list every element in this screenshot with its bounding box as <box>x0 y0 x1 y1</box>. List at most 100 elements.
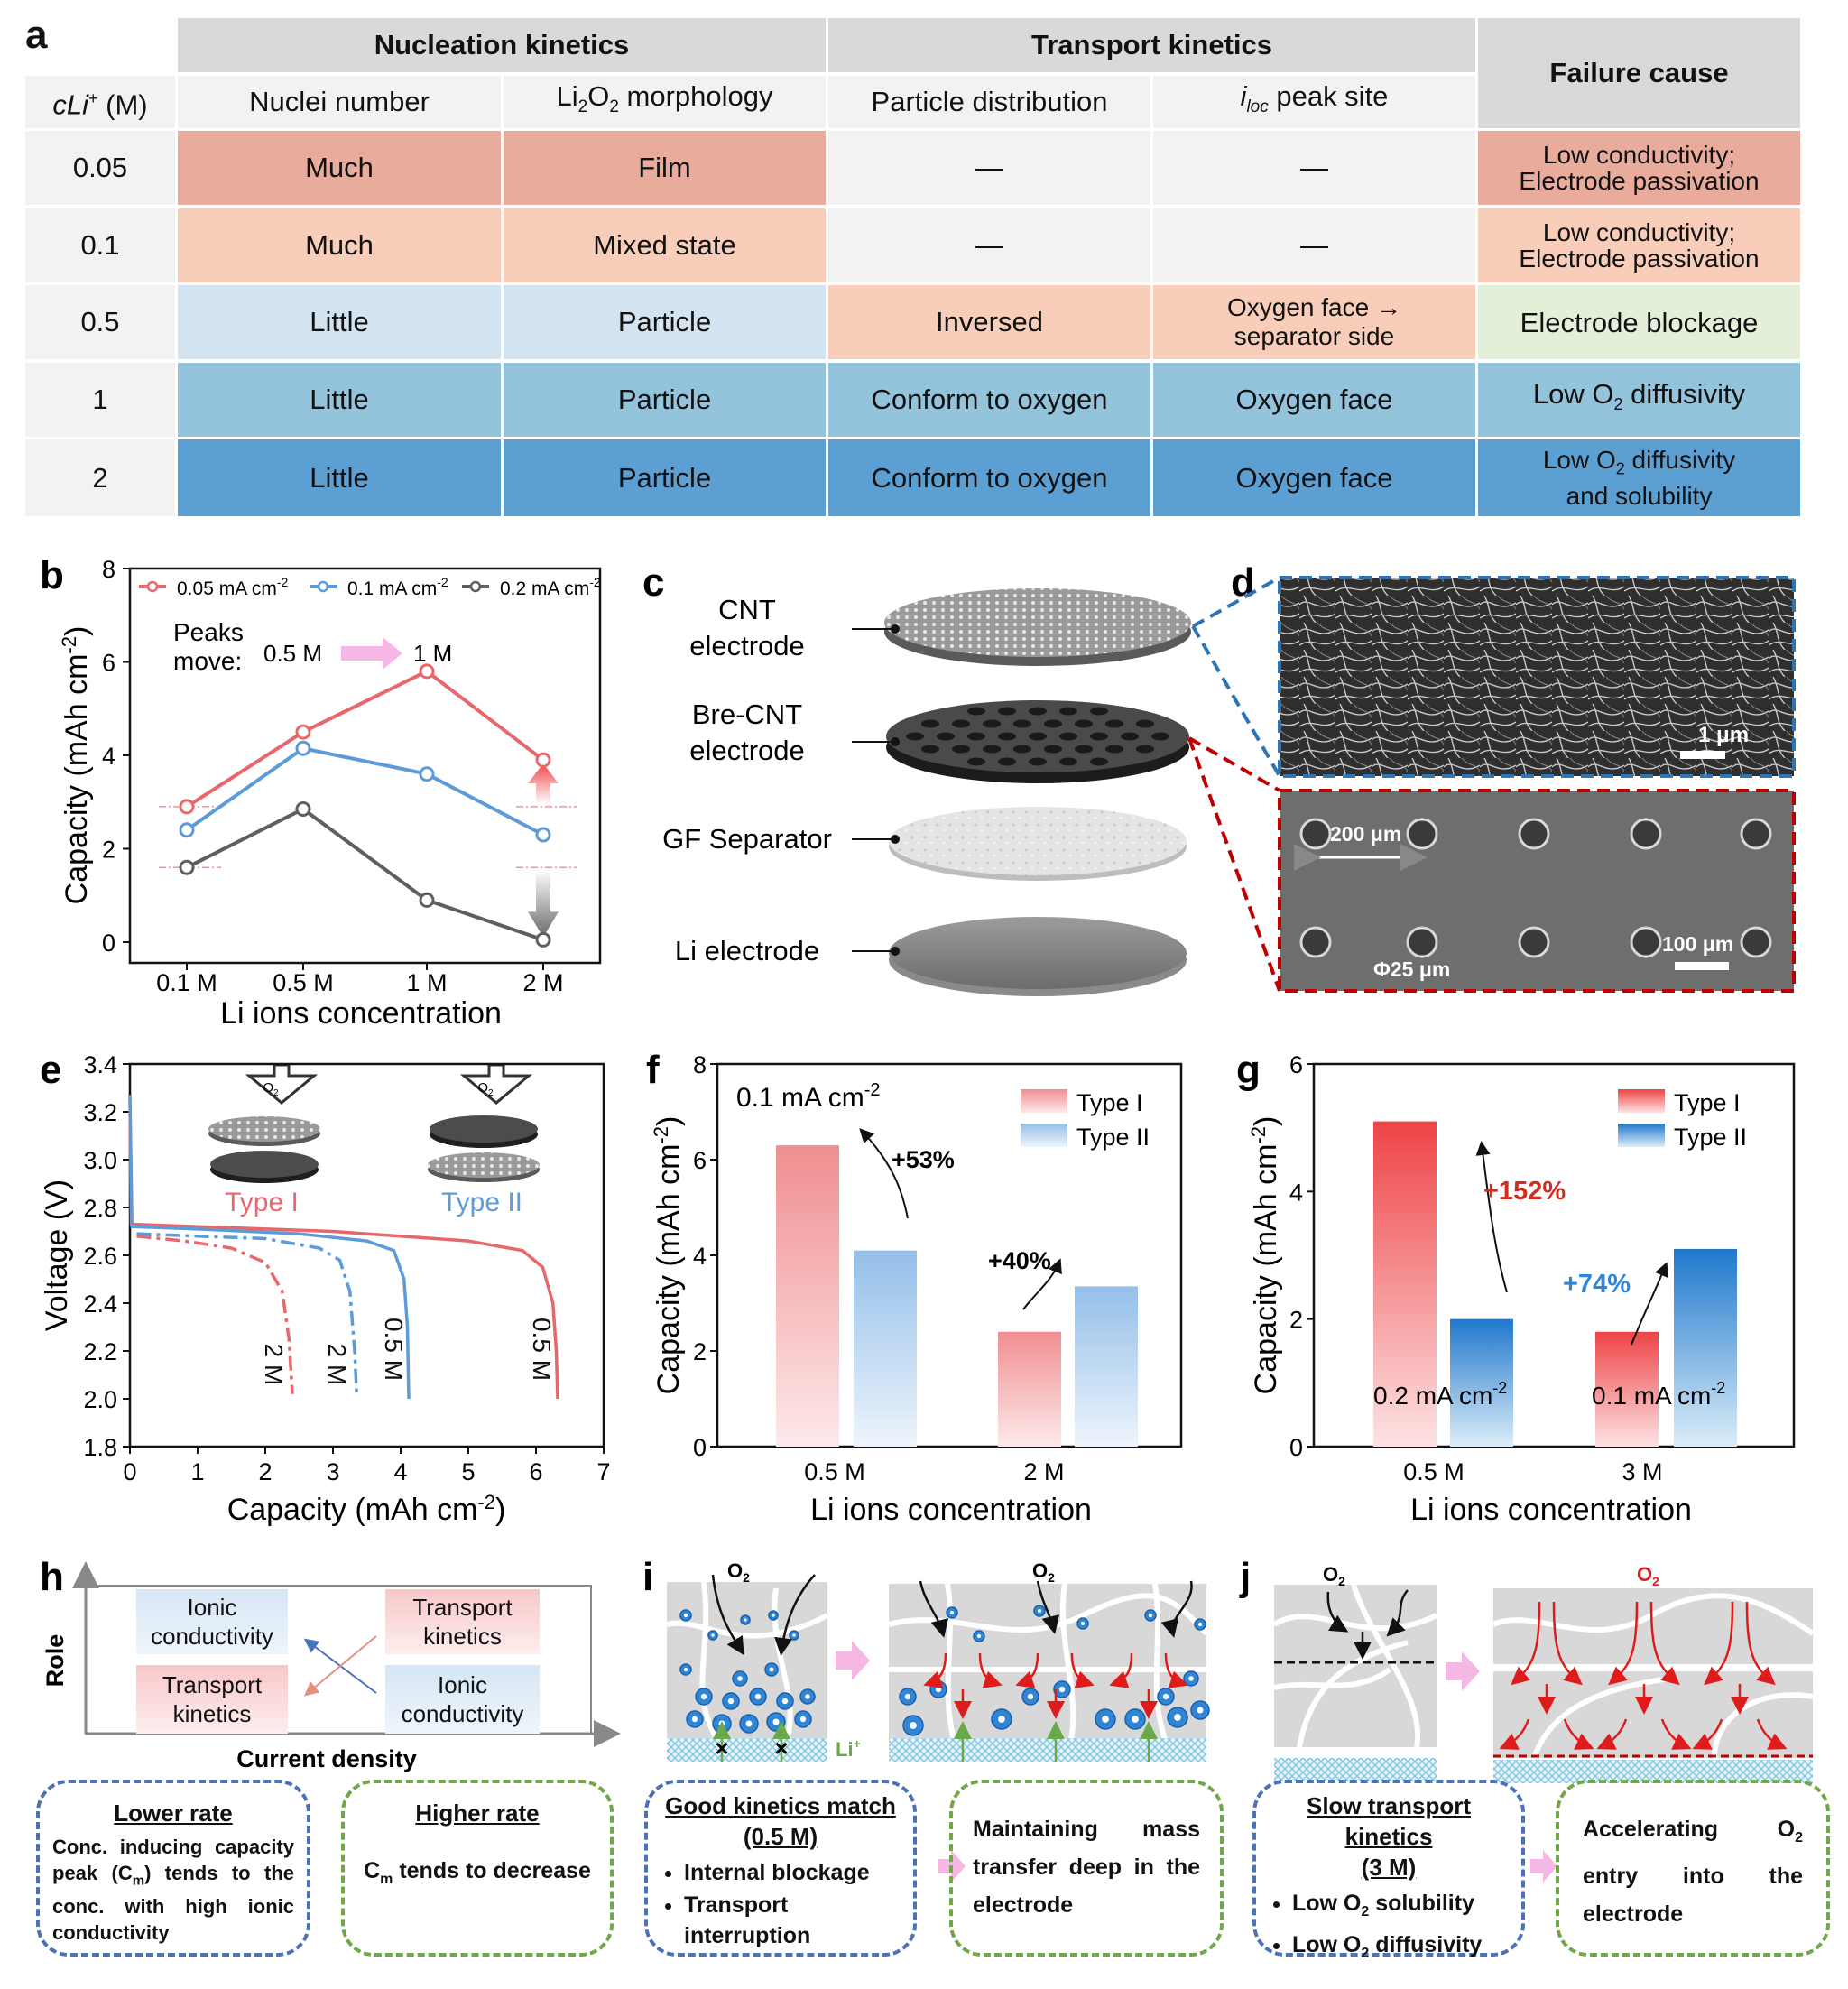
label-gf-separator: GF Separator <box>662 823 832 855</box>
brecnt-hole <box>952 745 970 754</box>
text-sub: 2 <box>1615 459 1625 478</box>
role-text: Ionic <box>438 1671 487 1698</box>
box-transport-kinetics-high <box>385 1589 540 1654</box>
e-axes-frame <box>128 1062 605 1448</box>
b-legend-text: 0.1 mA cm <box>347 578 437 599</box>
cell-text: Low conductivity; <box>1542 218 1736 246</box>
li2o2-particle-core <box>772 1718 780 1725</box>
mechanism-diagram-i: O2 × × Li+ O2 <box>666 1559 1210 1762</box>
brecnt-hole <box>1105 745 1123 754</box>
group-header-transport: Transport kinetics <box>828 18 1475 72</box>
e-xtick-label: 0 <box>123 1458 136 1485</box>
label-cnt-electrode-1: CNT <box>718 594 776 625</box>
legend-swatch <box>1021 1089 1067 1113</box>
e-xtick-label: 5 <box>461 1458 475 1485</box>
b-legend-marker <box>317 580 329 593</box>
higher-rate-title: Higher rate <box>415 1799 540 1827</box>
sem-cnt-image <box>1278 576 1796 778</box>
panel-label-i: i <box>642 1555 653 1599</box>
f-annotation-53: +53% <box>892 1146 955 1173</box>
slow-transport-title: Slow transport kinetics <box>1306 1792 1471 1850</box>
role-text: Transport <box>412 1594 513 1621</box>
li-electrode-disc <box>889 917 1187 989</box>
higher-rate-box: Higher rate Cm tends to decrease <box>341 1780 614 1957</box>
legend-label: Type I <box>1674 1089 1741 1116</box>
chart-g: Li ions concentration Capacity (mAh cm-2… <box>1247 1051 1796 1527</box>
text-sub: 2 <box>1613 395 1623 414</box>
role-text: Ionic <box>187 1594 237 1621</box>
f-ylabel-end: ) <box>651 1116 686 1126</box>
brecnt-hole <box>1029 732 1047 741</box>
b-legend-label: 0.05 mA cm-2 <box>177 575 289 599</box>
panel-label-h: h <box>40 1555 64 1599</box>
text-part: solubility <box>1369 1891 1474 1916</box>
leader-dot <box>891 835 900 844</box>
o2-label: O2 <box>1032 1559 1055 1585</box>
o2-arrow-icon <box>459 1063 533 1105</box>
li2o2-particle-core <box>1197 1707 1204 1714</box>
g-ylabel-end: ) <box>1249 1116 1283 1126</box>
ytick-label: 4 <box>1289 1179 1303 1206</box>
cell-text: Low O2 diffusivity <box>1533 380 1745 418</box>
role-text-transport-high: Transport kinetics <box>385 1589 540 1654</box>
b-legend-sup: -2 <box>437 575 448 589</box>
ytick-label: 2 <box>1289 1307 1303 1334</box>
o2-red-arrow <box>1070 1652 1095 1688</box>
table-cell-failure: Low O2 diffusivity <box>1478 363 1800 437</box>
o2-red-arrow <box>1499 1718 1530 1750</box>
e-xtick-label: 2 <box>258 1458 272 1485</box>
panel-label-a: a <box>25 13 48 57</box>
box-ionic-conductivity-high <box>385 1665 540 1734</box>
table-cell-nuclei: Much <box>178 131 501 205</box>
b-xtick-label: 0.1 M <box>156 969 217 996</box>
ytick-label: 4 <box>693 1243 707 1270</box>
cnt-disc-icon <box>208 1116 320 1142</box>
text-sub: m <box>380 1872 393 1887</box>
col-header-morphology: Li2O2 morphology <box>504 76 826 128</box>
o2-red-arrow <box>1608 1601 1639 1686</box>
o2-red-arrow <box>923 1652 947 1688</box>
b-data-point <box>419 766 435 782</box>
legend-swatch <box>1618 1089 1665 1113</box>
li2o2-particle-core <box>792 1633 796 1637</box>
cell-text: separator side <box>1234 322 1395 350</box>
cell-text: Low O2 diffusivity <box>1543 447 1735 483</box>
bar-type-ii <box>1450 1318 1513 1447</box>
o2-text: O <box>477 1080 488 1096</box>
e-ylabel: Voltage (V) <box>40 1180 74 1331</box>
o2-red-arrow <box>1563 1718 1594 1750</box>
li2o2-particle-core <box>1188 1676 1194 1681</box>
o2-red-arrow <box>1756 1718 1788 1750</box>
li2o2-particle-core <box>799 1716 807 1723</box>
g-condition-2: 0.1 mA cm-2 <box>1592 1379 1725 1410</box>
table-cell-morph: Mixed state <box>504 208 826 282</box>
e-xtick-label: 1 <box>190 1458 204 1485</box>
cell-text: Electrode blockage <box>1520 306 1759 338</box>
b-legend-sup: -2 <box>589 575 601 589</box>
o2-red-arrow <box>1660 1718 1692 1750</box>
box-ionic-conductivity-low <box>136 1589 288 1654</box>
f-increase-arrow-1 <box>859 1128 909 1219</box>
panel-label-c: c <box>642 560 664 605</box>
row-concentration: 1 <box>25 363 175 437</box>
e-curve-3 <box>136 1235 294 1394</box>
b-series-line-2 <box>186 807 544 942</box>
e-curve-label: 2 M <box>260 1344 288 1386</box>
b-data-point <box>179 822 195 838</box>
brecnt-hole <box>998 707 1016 716</box>
accelerating-o2-text: Accelerating O2 entry into the electrode <box>1583 1810 1803 1933</box>
sem-hole <box>1740 926 1772 958</box>
b-legend-text: 0.05 mA cm <box>177 578 277 599</box>
table-cell-nuclei: Little <box>178 363 501 437</box>
bar-type-i <box>1595 1331 1659 1447</box>
sem-hole <box>1518 926 1550 958</box>
g-annotation-74: +74% <box>1563 1270 1631 1299</box>
li2o2-particle-core <box>976 1633 982 1639</box>
col-header-nuclei: Nuclei number <box>178 76 501 128</box>
e-ytick-label: 2.4 <box>83 1291 117 1318</box>
legend-swatch <box>1618 1124 1665 1147</box>
panel-label-d: d <box>1231 560 1255 605</box>
good-kinetics-bullets: Internal blockage Transport interruption <box>661 1857 901 1951</box>
legend-swatch <box>1021 1124 1067 1147</box>
